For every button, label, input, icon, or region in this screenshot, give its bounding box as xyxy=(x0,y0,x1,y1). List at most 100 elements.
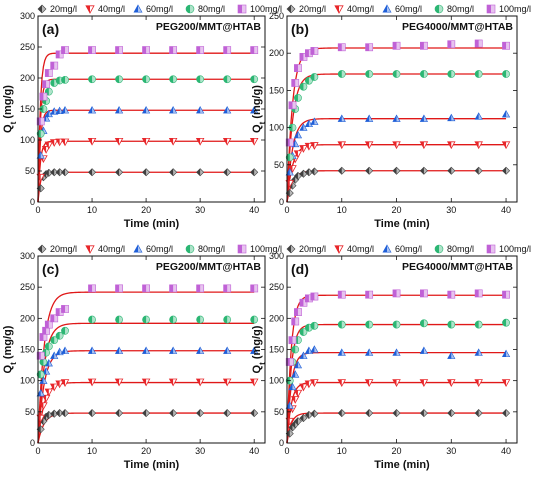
data-point xyxy=(502,166,511,175)
data-point xyxy=(50,61,59,70)
data-point xyxy=(447,409,456,418)
data-point-half xyxy=(475,141,479,149)
data-point xyxy=(288,382,297,391)
data-point-half xyxy=(420,289,424,297)
data-point-half xyxy=(365,349,370,356)
data-point-half xyxy=(50,336,55,344)
data-point-half xyxy=(288,101,293,109)
data-point xyxy=(337,114,346,122)
data-point xyxy=(474,39,483,48)
data-point xyxy=(337,70,346,78)
x-tick-label: 20 xyxy=(141,446,151,456)
data-point xyxy=(196,168,205,177)
data-point xyxy=(250,75,259,84)
data-point-half xyxy=(305,143,309,150)
data-point-half xyxy=(365,43,370,51)
data-point xyxy=(474,348,483,356)
data-point xyxy=(60,379,70,387)
legend-label-4: 100mg/l xyxy=(250,4,282,14)
data-point xyxy=(337,166,346,175)
legend-marker-3-half xyxy=(435,245,439,253)
data-point xyxy=(87,137,97,146)
data-point-half xyxy=(196,168,201,176)
legend-marker-0 xyxy=(286,4,296,14)
data-point-half xyxy=(502,167,507,175)
data-point-half xyxy=(56,380,60,388)
data-point-half xyxy=(392,115,397,122)
data-point-half xyxy=(291,79,296,87)
legend-label-2: 60mg/l xyxy=(395,244,422,254)
legend-label-4: 100mg/l xyxy=(499,4,531,14)
data-point-half xyxy=(305,380,309,388)
data-point xyxy=(293,389,303,398)
data-point xyxy=(419,166,428,175)
data-point xyxy=(142,315,150,324)
panel-letter: (b) xyxy=(291,21,309,37)
data-point-half xyxy=(291,420,296,428)
data-point xyxy=(447,70,456,78)
data-point xyxy=(50,351,59,359)
data-point xyxy=(44,109,53,118)
data-point-half xyxy=(299,328,304,336)
data-point xyxy=(115,315,123,324)
panel-d: 20mg/l 40mg/l 60mg/l 80mg/l 100mg/l 0 10 20 30 40… xyxy=(251,244,531,471)
x-tick-label: 0 xyxy=(284,205,289,215)
series-1 xyxy=(36,137,259,182)
data-point-half xyxy=(299,124,304,131)
y-tick-label: 200 xyxy=(20,313,35,323)
legend-marker-1-half xyxy=(335,245,339,253)
data-point-half xyxy=(475,112,479,120)
series-4 xyxy=(285,39,510,147)
data-point-half xyxy=(365,167,370,175)
data-point-half xyxy=(310,345,315,353)
data-point xyxy=(250,106,259,114)
y-axis-title-sub: t xyxy=(9,362,18,365)
data-point-half xyxy=(61,168,66,176)
data-point-half xyxy=(447,40,452,48)
data-point xyxy=(291,317,300,326)
data-point-half xyxy=(50,107,55,115)
data-point-half xyxy=(169,379,174,386)
data-point-half xyxy=(447,320,452,329)
data-point-half xyxy=(142,409,147,417)
data-point-half xyxy=(223,106,228,114)
data-point xyxy=(39,358,48,366)
data-point xyxy=(502,41,510,50)
data-point xyxy=(501,379,511,387)
data-point-half xyxy=(299,145,304,153)
data-point xyxy=(196,346,205,354)
data-point-half xyxy=(61,305,66,313)
y-tick-label: 150 xyxy=(20,104,35,114)
panel-b: 20mg/l 40mg/l 60mg/l 80mg/l 100mg/l 0 10 20 30 40… xyxy=(251,4,531,230)
data-point-half xyxy=(392,70,397,78)
data-point-half xyxy=(475,167,479,175)
data-point-half xyxy=(50,79,55,87)
data-point xyxy=(223,284,232,293)
legend-label-3: 80mg/l xyxy=(198,244,225,254)
data-point xyxy=(299,298,308,307)
data-point xyxy=(88,46,96,54)
x-axis-title: Time (min) xyxy=(124,218,180,230)
data-point xyxy=(44,141,54,150)
series-3 xyxy=(36,75,259,138)
legend-marker-2 xyxy=(382,4,392,13)
x-tick-label: 40 xyxy=(501,446,511,456)
data-point xyxy=(223,106,232,114)
data-point xyxy=(502,70,510,78)
legend-marker-0-half xyxy=(38,5,42,13)
data-point xyxy=(285,417,295,426)
data-point xyxy=(55,409,64,418)
data-point-half xyxy=(37,184,41,192)
legend-marker-1-half xyxy=(335,5,339,13)
data-point xyxy=(196,46,205,54)
data-point-half xyxy=(286,189,290,197)
data-point-half xyxy=(45,411,49,419)
data-point-half xyxy=(502,319,507,327)
y-axis-title-main: Q xyxy=(2,364,14,373)
data-point-half xyxy=(37,352,41,360)
data-point xyxy=(337,379,347,387)
data-point xyxy=(474,379,483,387)
x-axis-title: Time (min) xyxy=(374,459,430,471)
data-point xyxy=(250,409,259,418)
data-point xyxy=(474,70,483,78)
